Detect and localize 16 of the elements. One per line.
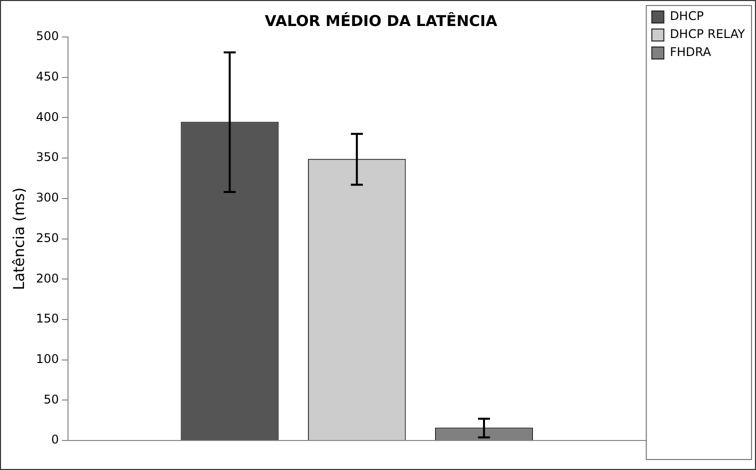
y-tick-label: 0 <box>51 432 59 447</box>
legend-label: FHDRA <box>670 45 712 60</box>
y-tick-label: 150 <box>36 312 59 326</box>
y-tick-label: 200 <box>36 271 59 286</box>
chart-title: VALOR MÉDIO DA LATÊNCIA <box>264 12 498 30</box>
y-tick-label: 100 <box>36 352 59 366</box>
y-tick-label: 50 <box>44 392 59 406</box>
y-tick-label: 500 <box>36 29 59 44</box>
legend-label: DHCP RELAY <box>670 27 746 42</box>
legend-label: DHCP <box>670 9 704 24</box>
y-tick-label: 400 <box>36 110 59 124</box>
y-tick-label: 250 <box>36 230 59 245</box>
y-tick-label: 300 <box>36 190 59 205</box>
y-tick-label: 450 <box>36 69 59 84</box>
y-axis-title: Latência (ms) <box>10 187 28 290</box>
y-tick-label: 350 <box>36 150 59 164</box>
